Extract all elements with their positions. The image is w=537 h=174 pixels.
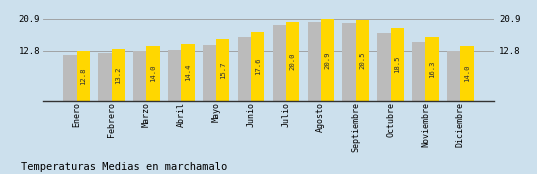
Text: 20.9: 20.9 bbox=[324, 51, 330, 69]
Text: 14.0: 14.0 bbox=[464, 65, 470, 82]
Bar bbox=[147, 46, 159, 101]
Bar bbox=[77, 51, 90, 101]
Bar bbox=[112, 49, 125, 101]
Text: 16.3: 16.3 bbox=[429, 60, 435, 78]
Bar bbox=[355, 21, 369, 101]
Text: 14.4: 14.4 bbox=[185, 64, 191, 81]
Bar bbox=[343, 23, 355, 101]
Text: 13.2: 13.2 bbox=[115, 66, 121, 84]
Bar bbox=[447, 51, 460, 101]
Bar bbox=[98, 53, 112, 101]
Bar bbox=[63, 55, 77, 101]
Bar bbox=[251, 32, 264, 101]
Text: 15.7: 15.7 bbox=[220, 61, 226, 79]
Text: 20.5: 20.5 bbox=[359, 52, 365, 69]
Bar bbox=[390, 28, 404, 101]
Text: Temperaturas Medias en marchamalo: Temperaturas Medias en marchamalo bbox=[21, 162, 228, 172]
Bar bbox=[425, 37, 439, 101]
Text: 14.0: 14.0 bbox=[150, 65, 156, 82]
Bar bbox=[216, 39, 229, 101]
Bar bbox=[308, 22, 321, 101]
Bar bbox=[321, 19, 334, 101]
Bar bbox=[460, 46, 474, 101]
Bar bbox=[286, 22, 299, 101]
Text: 18.5: 18.5 bbox=[394, 56, 400, 73]
Bar bbox=[378, 33, 390, 101]
Bar bbox=[273, 25, 286, 101]
Bar bbox=[203, 45, 216, 101]
Text: 12.8: 12.8 bbox=[81, 67, 86, 85]
Text: 20.0: 20.0 bbox=[289, 53, 295, 70]
Bar bbox=[182, 44, 194, 101]
Bar bbox=[412, 42, 425, 101]
Bar bbox=[133, 52, 147, 101]
Bar bbox=[238, 37, 251, 101]
Text: 17.6: 17.6 bbox=[255, 58, 260, 75]
Bar bbox=[168, 50, 182, 101]
